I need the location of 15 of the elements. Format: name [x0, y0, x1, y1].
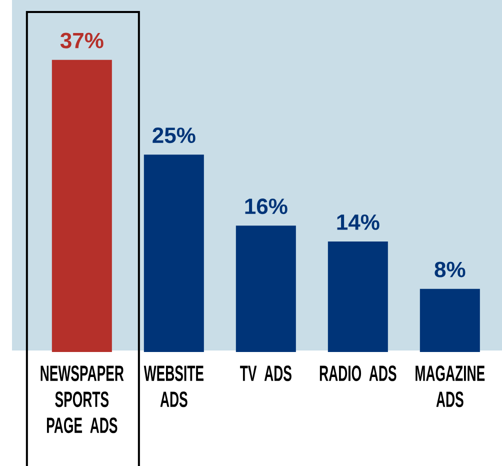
- data-label: 14%: [337, 214, 380, 230]
- x-tick-label: WEBSITE ADS: [144, 366, 204, 408]
- bar: [236, 226, 296, 352]
- data-label: 8%: [434, 262, 466, 278]
- x-tick-label: TV ADS: [240, 366, 292, 382]
- data-label: 25%: [152, 128, 196, 144]
- data-label: 16%: [245, 198, 288, 214]
- x-tick-label: RADIO ADS: [320, 366, 396, 382]
- bar: [420, 288, 480, 352]
- x-tick-label: NEWSPAPER SPORTS PAGE ADS: [40, 366, 124, 434]
- data-label: 37%: [60, 32, 104, 48]
- bar: [328, 241, 388, 352]
- bar: [144, 154, 204, 352]
- x-tick-label: MAGAZINE ADS: [416, 366, 485, 408]
- bar: [52, 60, 112, 352]
